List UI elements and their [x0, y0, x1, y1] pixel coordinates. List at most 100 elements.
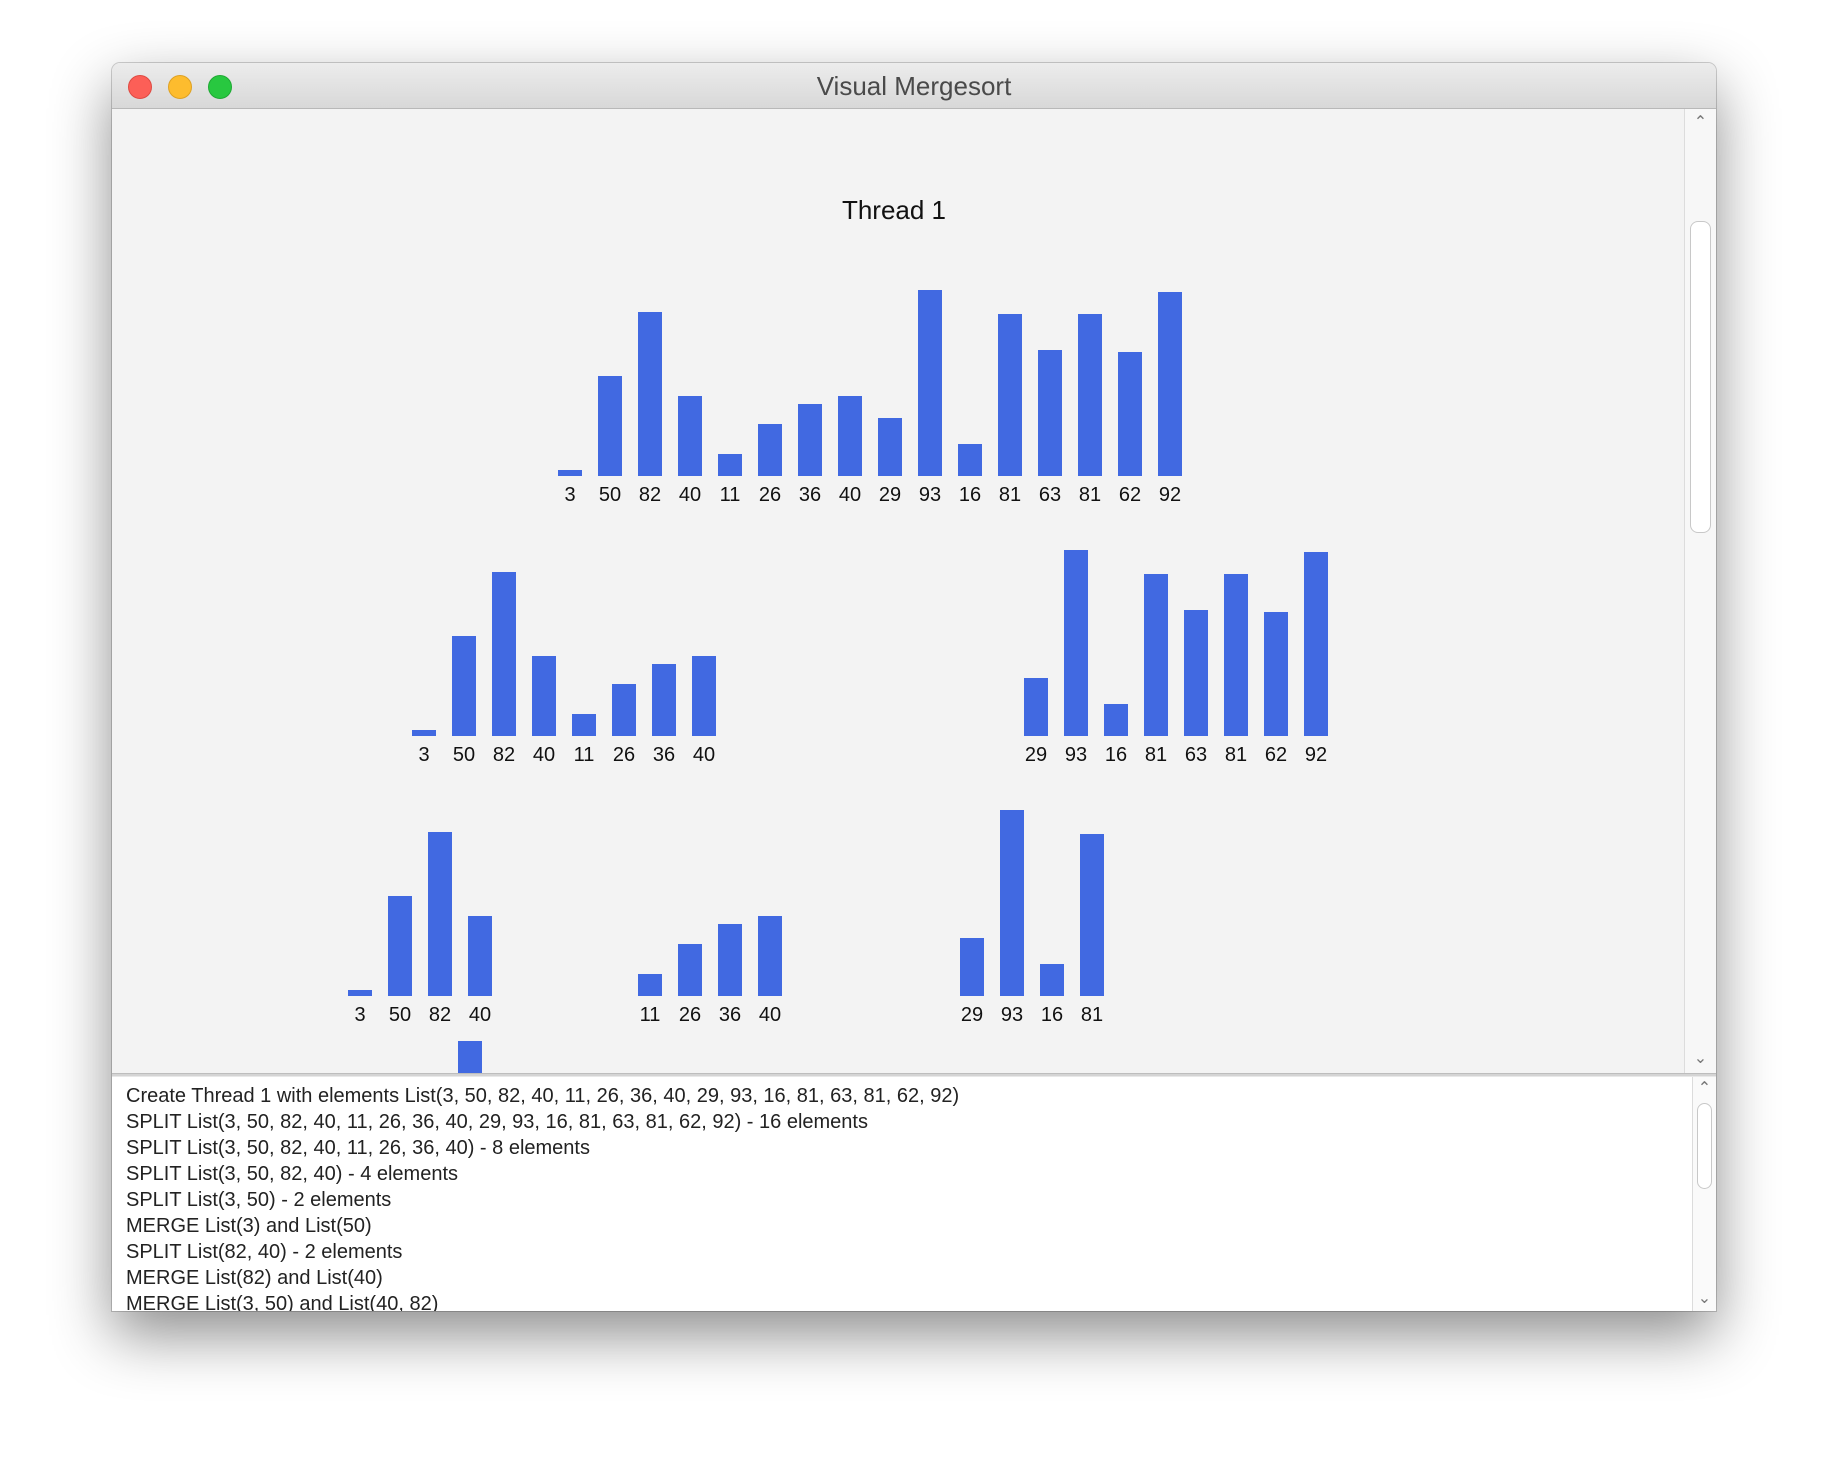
bar	[798, 404, 822, 476]
bar	[1038, 350, 1062, 476]
log-line: MERGE List(3) and List(50)	[126, 1215, 372, 1237]
bar	[1080, 834, 1104, 996]
visualization-scrollbar[interactable]: ⌃ ⌄	[1684, 109, 1716, 1073]
bar-value-label: 93	[1001, 1004, 1023, 1026]
bar-value-label: 82	[493, 744, 515, 766]
log-output: Create Thread 1 with elements List(3, 50…	[112, 1077, 1692, 1311]
bar-value-label: 40	[839, 484, 861, 506]
log-line: SPLIT List(82, 40) - 2 elements	[126, 1241, 403, 1263]
bar-value-label: 11	[574, 744, 595, 766]
bar-value-label: 11	[640, 1004, 661, 1026]
bar-value-label: 16	[1105, 744, 1127, 766]
window-title: Visual Mergesort	[816, 71, 1012, 101]
bar	[1064, 550, 1088, 736]
bar-value-label: 82	[639, 484, 661, 506]
bar	[652, 664, 676, 736]
bar-value-label: 63	[1185, 744, 1207, 766]
bar	[718, 454, 742, 476]
title-bar[interactable]: Visual Mergesort	[112, 63, 1716, 109]
bar-value-label: 40	[469, 1004, 491, 1026]
bar-value-label: 26	[759, 484, 781, 506]
bar-value-label: 81	[999, 484, 1021, 506]
log-scroll-thumb[interactable]	[1697, 1103, 1712, 1189]
bar-chart-level-0: 3 50 82 40 11 26 36 40 29 93 16 81 63 81 62 92	[558, 290, 1182, 506]
thread-title: Thread 1	[842, 195, 946, 225]
bar-value-label: 26	[613, 744, 635, 766]
bar-value-label: 29	[961, 1004, 983, 1026]
visualization-scroll-thumb[interactable]	[1690, 221, 1711, 533]
bar-value-label: 3	[564, 484, 575, 506]
bar	[412, 730, 436, 736]
bar	[1264, 612, 1288, 736]
bar-chart-level-1: 29 93 16 81 63 81 62 92	[1024, 550, 1328, 766]
bar-value-label: 82	[429, 1004, 451, 1026]
log-line: MERGE List(3, 50) and List(40, 82)	[126, 1293, 439, 1311]
bar	[1078, 314, 1102, 476]
bar	[612, 684, 636, 736]
bar	[1118, 352, 1142, 476]
chevron-down-icon[interactable]: ⌄	[1693, 1050, 1708, 1067]
bar-value-label: 3	[354, 1004, 365, 1026]
bar-value-label: 50	[453, 744, 475, 766]
bar	[558, 470, 582, 476]
bar-value-label: 11	[720, 484, 741, 506]
log-scrollbar[interactable]: ⌃ ⌄	[1692, 1077, 1716, 1311]
bar-value-label: 81	[1145, 744, 1167, 766]
bar	[388, 896, 412, 996]
log-line: SPLIT List(3, 50) - 2 elements	[126, 1189, 392, 1211]
bar	[758, 424, 782, 476]
bar	[638, 312, 662, 476]
bar-value-label: 92	[1159, 484, 1181, 506]
bar-chart-level-2: 3 50 82 40	[348, 832, 492, 1026]
log-line: Create Thread 1 with elements List(3, 50…	[126, 1085, 960, 1107]
bar-value-label: 62	[1119, 484, 1141, 506]
close-window-button[interactable]	[128, 75, 152, 99]
bar-value-label: 93	[1065, 744, 1087, 766]
bar	[458, 1041, 482, 1073]
bar	[678, 396, 702, 476]
chevron-up-icon[interactable]: ⌃	[1693, 114, 1708, 131]
bar-value-label: 36	[719, 1004, 741, 1026]
bar	[572, 714, 596, 736]
bar	[1184, 610, 1208, 736]
bar	[918, 290, 942, 476]
bar	[532, 656, 556, 736]
bar-value-label: 26	[679, 1004, 701, 1026]
bar-chart-level-2: 11 26 36 40	[638, 916, 782, 1026]
bar	[598, 376, 622, 476]
bar	[1158, 292, 1182, 476]
bar	[492, 572, 516, 736]
bar	[1024, 678, 1048, 736]
bar-value-label: 36	[653, 744, 675, 766]
split-pane-divider[interactable]	[112, 1073, 1716, 1077]
bar	[838, 396, 862, 476]
bar	[468, 916, 492, 996]
bar	[878, 418, 902, 476]
bar	[428, 832, 452, 996]
bar-value-label: 29	[879, 484, 901, 506]
bar-value-label: 16	[1041, 1004, 1063, 1026]
minimize-window-button[interactable]	[168, 75, 192, 99]
bar-value-label: 3	[418, 744, 429, 766]
bar-value-label: 81	[1079, 484, 1101, 506]
maximize-window-button[interactable]	[208, 75, 232, 99]
log-line: SPLIT List(3, 50, 82, 40) - 4 elements	[126, 1163, 459, 1185]
bar-chart-level-2: 29 93 16 81	[960, 810, 1104, 1026]
chevron-up-icon[interactable]: ⌃	[1697, 1080, 1712, 1097]
chevron-down-icon[interactable]: ⌄	[1697, 1290, 1712, 1307]
bar-value-label: 16	[959, 484, 981, 506]
app-window: Visual Mergesort Thread 1 3 50 82 40 11 26 36 4…	[112, 63, 1716, 1311]
bar	[998, 314, 1022, 476]
bar	[718, 924, 742, 996]
bar	[1104, 704, 1128, 736]
bar-value-label: 40	[679, 484, 701, 506]
bar-value-label: 93	[919, 484, 941, 506]
bar-value-label: 63	[1039, 484, 1061, 506]
bar	[960, 938, 984, 996]
bar-value-label: 36	[799, 484, 821, 506]
bar-chart-level-1: 3 50 82 40 11 26 36 40	[412, 572, 716, 766]
bar	[758, 916, 782, 996]
bar-value-label: 81	[1081, 1004, 1103, 1026]
bar	[1304, 552, 1328, 736]
bar	[678, 944, 702, 996]
